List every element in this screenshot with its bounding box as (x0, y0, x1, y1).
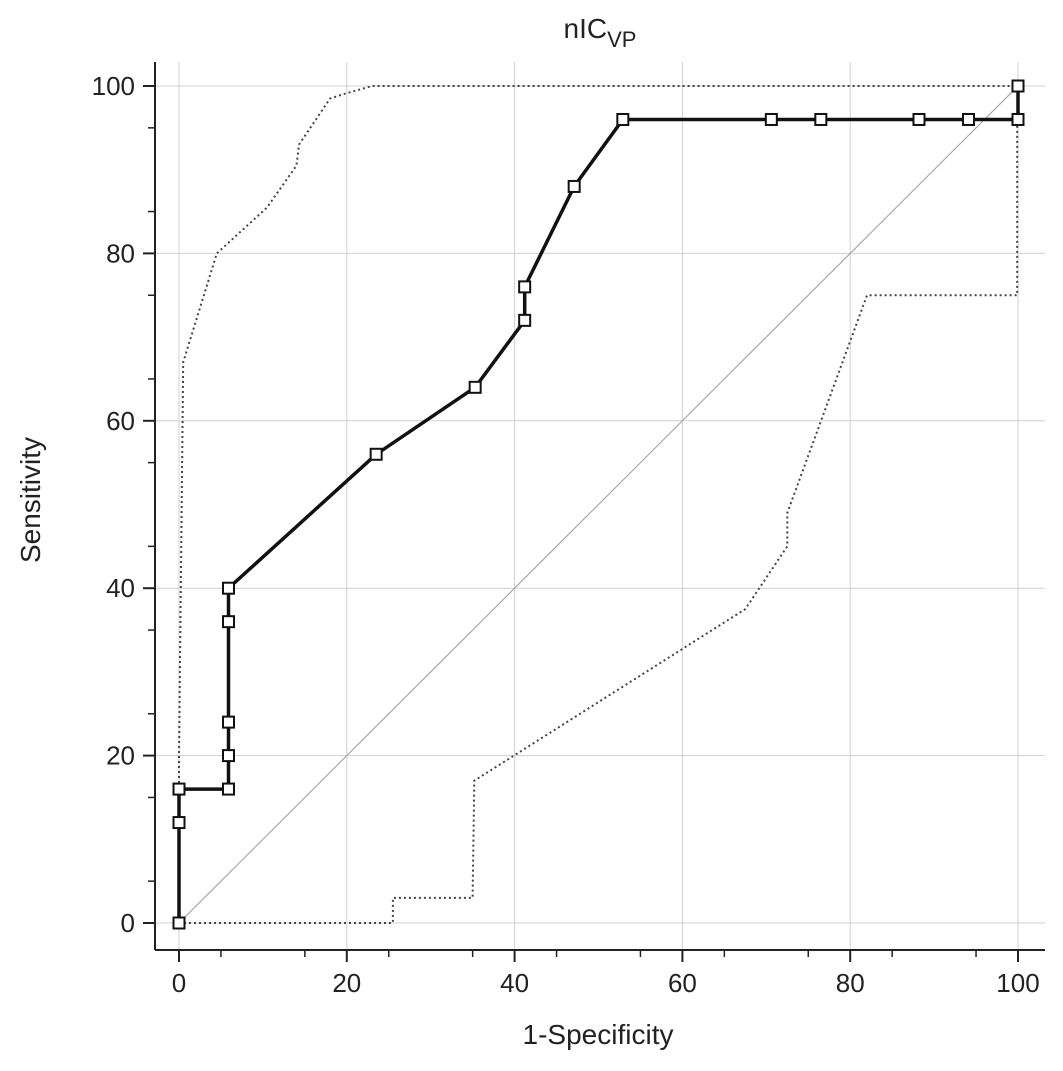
y-tick-label: 80 (106, 238, 135, 268)
x-tick-label: 80 (836, 968, 865, 998)
roc-point (764, 112, 778, 126)
axes-layer: 0 20 40 60 80 100 0 20 40 60 80 100 (92, 62, 1045, 998)
chart-title-subscript: VP (607, 27, 636, 52)
roc-point (912, 112, 926, 126)
roc-point (814, 112, 828, 126)
y-tick-label: 20 (106, 741, 135, 771)
x-tick-label: 40 (500, 968, 529, 998)
roc-point (222, 749, 236, 763)
roc-point (518, 313, 532, 327)
y-tick-label: 100 (92, 71, 135, 101)
chart-title-main: nIC (564, 13, 608, 44)
roc-point (961, 112, 975, 126)
roc-point (1011, 112, 1025, 126)
marker-layer (172, 79, 1025, 930)
chart-title: nICVP (564, 13, 637, 52)
y-tick-label: 40 (106, 573, 135, 603)
x-tick-label: 100 (996, 968, 1039, 998)
y-tick-label: 0 (121, 908, 135, 938)
roc-point (369, 447, 383, 461)
y-tick-label: 60 (106, 406, 135, 436)
roc-point (222, 615, 236, 629)
roc-point (222, 715, 236, 729)
x-axis-title: 1-Specificity (523, 1019, 674, 1050)
x-tick-label: 20 (332, 968, 361, 998)
lower-confidence-bound-line (179, 85, 1019, 924)
y-axis-title: Sensitivity (15, 437, 46, 563)
roc-point (1011, 79, 1025, 93)
upper-confidence-bound-line (178, 85, 1018, 923)
grid-layer (155, 62, 1045, 950)
roc-point (172, 782, 186, 796)
x-tick-label: 0 (172, 968, 186, 998)
x-tick-label: 60 (668, 968, 697, 998)
roc-point (468, 380, 482, 394)
roc-point (172, 816, 186, 830)
roc-point (518, 280, 532, 294)
roc-point (222, 581, 236, 595)
roc-point (567, 179, 581, 193)
series-layer (177, 85, 1020, 924)
roc-point (616, 112, 630, 126)
roc-point (172, 916, 186, 930)
roc-point (222, 782, 236, 796)
diagonal-reference-line (178, 85, 1019, 924)
